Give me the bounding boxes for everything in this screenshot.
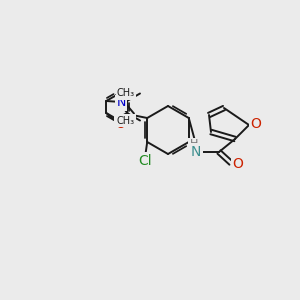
Text: O: O	[115, 118, 125, 130]
Text: CH₃: CH₃	[117, 88, 135, 98]
Text: H: H	[190, 139, 198, 149]
Text: Cl: Cl	[138, 154, 152, 168]
Text: N: N	[116, 97, 126, 110]
Text: CH₃: CH₃	[117, 116, 135, 125]
Text: N: N	[191, 145, 201, 159]
Text: O: O	[232, 157, 243, 171]
Text: O: O	[250, 117, 261, 131]
